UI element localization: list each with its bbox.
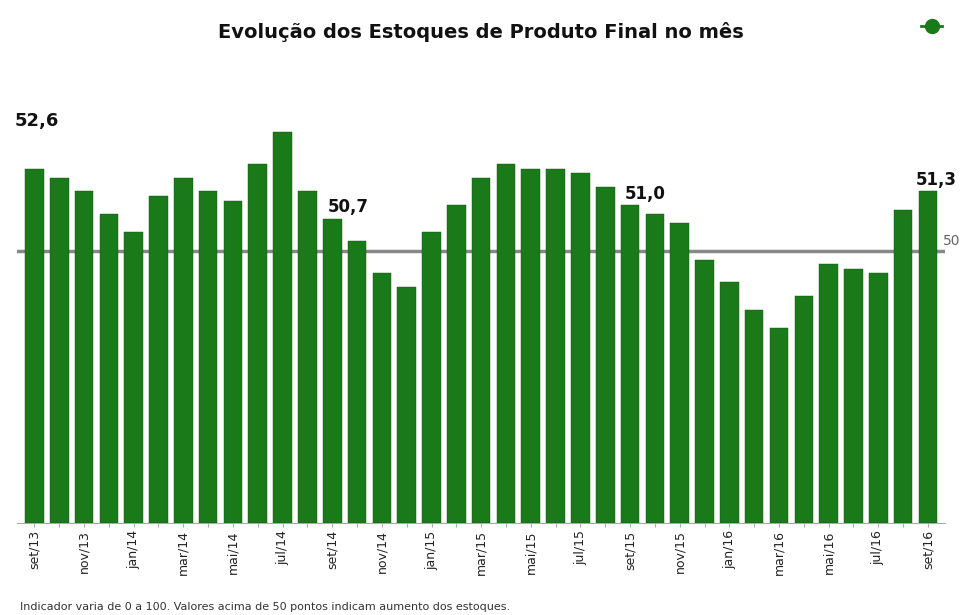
Bar <box>422 232 441 523</box>
Bar <box>770 328 788 523</box>
Text: 51,3: 51,3 <box>915 171 956 189</box>
Bar <box>472 178 490 523</box>
Bar <box>572 173 590 523</box>
Bar <box>74 191 94 523</box>
Bar <box>447 205 466 523</box>
Bar <box>149 196 168 523</box>
Bar <box>596 187 615 523</box>
Bar <box>274 132 292 523</box>
Bar <box>224 200 242 523</box>
Bar <box>696 260 714 523</box>
Bar <box>398 287 416 523</box>
Bar <box>918 191 937 523</box>
Text: 50,7: 50,7 <box>327 199 368 216</box>
Bar <box>100 214 118 523</box>
Bar <box>372 273 391 523</box>
Bar <box>820 264 838 523</box>
Text: 51,0: 51,0 <box>625 184 666 203</box>
Bar <box>744 309 763 523</box>
Bar <box>199 191 218 523</box>
Bar <box>869 273 887 523</box>
Bar <box>646 214 664 523</box>
Bar <box>348 242 366 523</box>
Text: 50: 50 <box>943 234 960 248</box>
Bar <box>522 169 540 523</box>
Bar <box>298 191 317 523</box>
Bar <box>25 169 44 523</box>
Bar <box>124 232 143 523</box>
Bar <box>794 296 813 523</box>
Bar <box>50 178 68 523</box>
Title: Evolução dos Estoques de Produto Final no mês: Evolução dos Estoques de Produto Final n… <box>218 22 744 42</box>
Text: Indicador varia de 0 a 100. Valores acima de 50 pontos indicam aumento dos estoq: Indicador varia de 0 a 100. Valores acim… <box>20 602 510 612</box>
Bar <box>894 210 913 523</box>
Bar <box>620 205 639 523</box>
Bar <box>323 219 342 523</box>
Bar <box>670 223 689 523</box>
Bar <box>174 178 192 523</box>
Legend:  <box>915 15 948 40</box>
Bar <box>496 164 515 523</box>
Bar <box>248 164 267 523</box>
Bar <box>844 269 863 523</box>
Bar <box>546 169 565 523</box>
Text: 52,6: 52,6 <box>15 112 59 130</box>
Bar <box>720 282 739 523</box>
